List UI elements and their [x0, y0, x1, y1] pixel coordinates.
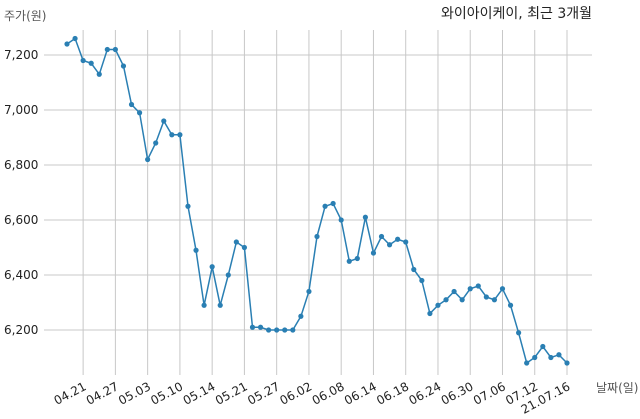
data-point — [88, 60, 94, 66]
data-point — [507, 302, 514, 308]
x-tick-label: 07.06 — [471, 379, 508, 407]
y-tick-label: 6,800 — [4, 158, 38, 172]
x-tick-label: 05.21 — [213, 379, 250, 407]
grid-lines — [44, 30, 592, 375]
data-point — [266, 327, 272, 333]
data-point — [532, 354, 538, 361]
data-point — [370, 250, 377, 256]
x-tick-label: 06.14 — [342, 379, 379, 407]
data-point — [564, 360, 570, 366]
data-point — [225, 272, 231, 278]
x-axis-ticks: 04.2104.2705.0305.1005.1405.2105.2706.02… — [52, 379, 573, 416]
data-point — [96, 71, 102, 77]
x-tick-label: 06.18 — [374, 379, 411, 407]
y-tick-label: 6,200 — [4, 323, 38, 337]
data-point — [548, 354, 554, 361]
data-point — [233, 239, 239, 245]
data-point — [411, 266, 417, 273]
y-axis-ticks: 6,200 6,400 6,600 6,800 7,000 7,200 — [4, 48, 38, 337]
data-point — [298, 313, 304, 319]
y-tick-label: 6,600 — [4, 213, 38, 227]
x-tick-label: 06.02 — [277, 379, 314, 407]
data-point — [185, 203, 191, 209]
x-tick-label: 05.10 — [148, 379, 185, 407]
y-tick-label: 7,000 — [4, 103, 38, 117]
data-point — [241, 244, 248, 251]
data-point — [346, 258, 352, 264]
x-tick-label: 06.24 — [406, 379, 443, 407]
data-point — [378, 233, 385, 240]
y-axis-label: 주가(원) — [4, 9, 46, 23]
data-point — [516, 330, 522, 336]
data-point — [314, 233, 320, 240]
data-point — [153, 140, 159, 146]
data-point — [524, 360, 530, 366]
data-point — [419, 277, 425, 284]
x-tick-label: 05.03 — [116, 379, 153, 407]
data-point — [80, 57, 86, 64]
data-point — [201, 302, 207, 308]
x-tick-label: 06.30 — [439, 379, 476, 407]
data-point — [306, 288, 312, 295]
x-tick-label: 05.14 — [181, 379, 218, 407]
x-axis-label: 날짜(일) — [596, 381, 638, 395]
data-point — [459, 297, 465, 303]
data-point — [395, 236, 401, 242]
data-point — [136, 110, 143, 116]
data-point — [169, 132, 175, 138]
data-point — [354, 255, 360, 262]
data-point — [499, 286, 506, 292]
x-tick-label: 05.27 — [245, 379, 282, 407]
data-point — [120, 63, 127, 69]
data-point — [556, 352, 562, 358]
data-point — [435, 302, 441, 308]
data-point — [112, 46, 118, 53]
x-tick-label: 04.27 — [84, 379, 121, 407]
data-point — [540, 343, 546, 350]
data-point — [362, 214, 368, 220]
data-point — [145, 156, 151, 163]
data-point — [282, 327, 288, 333]
data-point — [249, 324, 256, 330]
data-point — [491, 297, 498, 303]
data-point — [467, 286, 473, 292]
data-point — [483, 294, 489, 300]
data-point — [322, 203, 328, 209]
data-point — [338, 217, 344, 223]
data-point — [104, 46, 110, 53]
chart-title: 와이아이케이, 최근 3개월 — [441, 6, 592, 22]
data-point — [193, 247, 199, 253]
data-point — [257, 324, 264, 330]
x-tick-label: 06.08 — [310, 379, 347, 407]
data-point — [72, 35, 78, 42]
data-point — [290, 327, 296, 333]
data-point — [217, 302, 223, 308]
data-point — [475, 283, 481, 289]
y-tick-label: 6,400 — [4, 268, 38, 282]
data-point — [209, 264, 215, 270]
data-point — [161, 118, 167, 124]
data-point — [386, 242, 393, 248]
data-point — [427, 310, 433, 317]
series-line — [66, 37, 568, 365]
x-tick-label: 04.21 — [52, 379, 89, 407]
y-tick-label: 7,200 — [4, 48, 38, 62]
data-point — [403, 239, 409, 245]
data-point — [64, 41, 70, 47]
data-points — [64, 35, 570, 366]
data-point — [274, 327, 280, 333]
data-point — [128, 101, 135, 108]
data-point — [330, 200, 336, 207]
data-point — [451, 288, 457, 295]
data-point — [177, 132, 183, 138]
data-point — [443, 297, 449, 303]
